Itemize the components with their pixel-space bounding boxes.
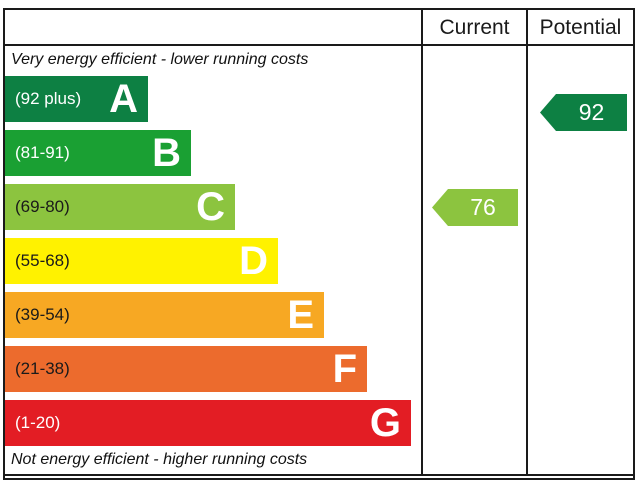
top-caption: Very energy efficient - lower running co… xyxy=(11,51,309,68)
current-rating-value: 76 xyxy=(470,193,496,220)
band-b-letter: B xyxy=(152,131,181,175)
current-column-header: Current xyxy=(439,16,510,39)
bottom-caption: Not energy efficient - higher running co… xyxy=(11,451,308,468)
current-rating-pointer: 76 xyxy=(432,188,518,226)
band-a-range: (92 plus) xyxy=(15,89,82,108)
band-d-bar: (55-68) D xyxy=(5,238,278,284)
current-rating-arrow-shape xyxy=(432,188,518,226)
band-f-letter: F xyxy=(332,347,357,391)
potential-column-header: Potential xyxy=(539,16,622,39)
band-d-range: (55-68) xyxy=(15,251,70,270)
epc-frame xyxy=(3,8,635,480)
band-f-bar: (21-38) F xyxy=(5,346,367,392)
header-divider xyxy=(3,44,635,46)
band-b-bar: (81-91) B xyxy=(5,130,191,176)
band-e-letter: E xyxy=(287,293,314,337)
band-f-range: (21-38) xyxy=(15,359,70,378)
band-c-bar: (69-80) C xyxy=(5,184,235,230)
current-column-divider xyxy=(421,8,423,474)
potential-column-divider xyxy=(526,8,528,474)
band-e-bar: (39-54) E xyxy=(5,292,324,338)
band-g-bar: (1-20) G xyxy=(5,400,411,446)
potential-rating-value: 92 xyxy=(578,98,605,125)
band-c-range: (69-80) xyxy=(15,197,70,216)
band-d-letter: D xyxy=(239,239,268,283)
band-a-letter: A xyxy=(109,77,138,121)
potential-rating-arrow-shape xyxy=(540,93,627,131)
band-e-range: (39-54) xyxy=(15,305,70,324)
band-g-range: (1-20) xyxy=(15,413,61,432)
potential-rating-pointer: 92 xyxy=(540,93,627,131)
band-c-letter: C xyxy=(196,185,225,229)
footer-divider xyxy=(3,474,635,476)
band-g-letter: G xyxy=(369,401,401,445)
band-a-bar: (92 plus) A xyxy=(5,76,148,122)
band-b-range: (81-91) xyxy=(15,143,70,162)
